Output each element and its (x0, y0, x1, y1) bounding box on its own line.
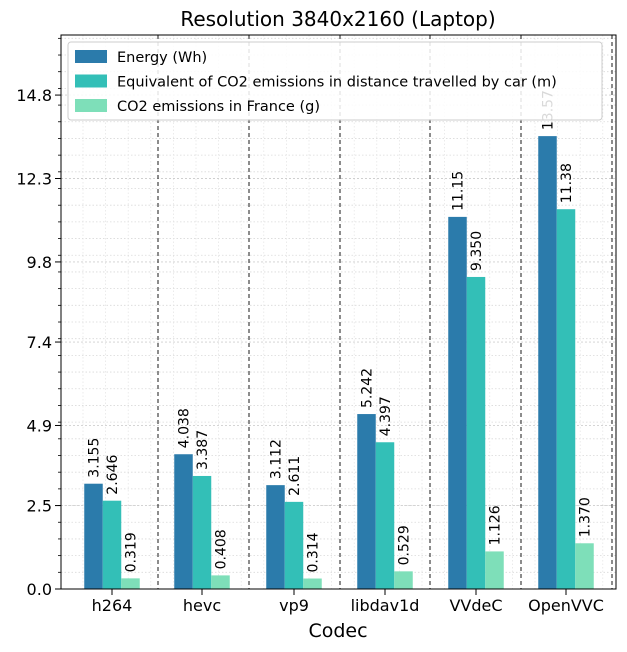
y-tick-label: 14.8 (16, 86, 52, 105)
legend: Energy (Wh) Equivalent of CO2 emissions i… (67, 41, 603, 121)
bar-value-label: 3.155 (87, 438, 103, 478)
bar (102, 500, 122, 589)
bar-value-label: 9.350 (469, 231, 485, 271)
bar-value-label: 2.646 (105, 455, 121, 495)
legend-swatch (75, 50, 107, 63)
bar (303, 578, 322, 589)
x-tick-label: OpenVVC (528, 596, 604, 615)
plot-area: 0.0 2.5 4.9 7.4 9.8 12.3 14.8 3.155 4.038 3.112 5.… (16, 34, 617, 615)
y-tick-label: 7.4 (27, 333, 52, 352)
legend-box (67, 41, 603, 121)
bar-value-label: 0.319 (124, 532, 140, 572)
legend-entry: Equivalent of CO2 emissions in distance … (117, 75, 557, 91)
chart-title: Resolution 3840x2160 (Laptop) (180, 7, 495, 31)
bar (192, 475, 212, 589)
bar-value-label: 3.387 (195, 430, 211, 470)
bar-value-label: 4.038 (177, 408, 193, 448)
bar-value-label: 2.611 (287, 456, 303, 496)
bar (394, 571, 413, 589)
bar-value-label: 1.126 (488, 505, 504, 545)
bar-value-label: 1.370 (578, 497, 594, 537)
x-tick-label: hevc (183, 596, 221, 615)
legend-swatch (75, 99, 107, 112)
bar (575, 543, 594, 589)
bar (466, 276, 486, 589)
legend-entry: Energy (Wh) (117, 50, 207, 66)
bar-value-label: 11.15 (451, 171, 467, 211)
bar (84, 483, 103, 589)
bar-value-label: 0.314 (306, 532, 322, 572)
bar-value-label: 0.529 (397, 525, 413, 565)
x-tick-label: h264 (92, 596, 133, 615)
bar (284, 501, 304, 589)
bar-value-label: 3.112 (269, 439, 285, 479)
bar (266, 485, 285, 589)
bar (375, 442, 395, 589)
legend-swatch (75, 74, 107, 88)
y-tick-label: 9.8 (27, 253, 52, 272)
bar (448, 216, 467, 589)
bar (121, 578, 140, 589)
bar (538, 136, 557, 589)
y-tick-label: 4.9 (27, 416, 52, 435)
bar-value-label: 4.397 (378, 396, 394, 436)
bar (556, 209, 576, 589)
bar-value-label: 5.242 (360, 368, 376, 408)
y-tick-label: 2.5 (27, 497, 52, 516)
x-tick-label: VVdeC (449, 596, 502, 615)
y-tick-label: 12.3 (16, 170, 52, 189)
x-axis-label: Codec (308, 620, 367, 642)
x-tick-label: libdav1d (351, 596, 420, 615)
axes-frame (60, 34, 617, 590)
x-tick-label: vp9 (279, 596, 309, 615)
bar-value-label: 11.38 (559, 163, 575, 203)
bar (211, 575, 230, 589)
legend-entry: CO2 emissions in France (g) (117, 99, 320, 115)
bar (357, 414, 376, 589)
bar-value-label: 0.408 (214, 529, 230, 569)
bar (485, 551, 504, 589)
y-tick-label: 0.0 (27, 580, 52, 599)
bar (174, 454, 193, 589)
